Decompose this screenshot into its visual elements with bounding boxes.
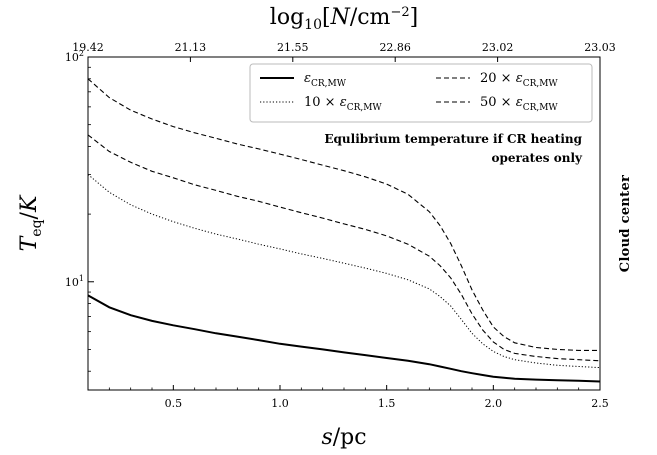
top-axis: 19.42 21.13 21.55 22.86 23.02 23.03 bbox=[72, 41, 616, 62]
bottom-tick-label: 2.0 bbox=[485, 397, 503, 410]
bottom-tick-label: 0.5 bbox=[165, 397, 183, 410]
left-axis: 101 102 bbox=[65, 49, 94, 372]
bottom-tick-label: 1.0 bbox=[271, 397, 289, 410]
series-line-1 bbox=[87, 174, 601, 369]
cloud-center-label: Cloud center bbox=[618, 175, 633, 272]
legend-label: 10 × εCR,MW bbox=[304, 95, 382, 113]
legend-box bbox=[249, 63, 593, 123]
top-tick-label: 21.55 bbox=[277, 41, 309, 54]
top-tick-label: 21.13 bbox=[175, 41, 207, 54]
legend-label: 20 × εCR,MW bbox=[480, 71, 558, 89]
top-tick-label: 19.42 bbox=[72, 41, 104, 54]
left-tick-label: 102 bbox=[65, 49, 84, 64]
x-axis-label: s/pc bbox=[321, 425, 366, 450]
legend-label: 50 × εCR,MW bbox=[480, 95, 558, 113]
series-line-0 bbox=[87, 294, 601, 383]
bottom-axis: 0.5 1.0 1.5 2.0 2.5 bbox=[87, 385, 609, 410]
annotation-line-1: Equlibrium temperature if CR heating bbox=[324, 132, 582, 146]
bottom-tick-label: 1.5 bbox=[378, 397, 396, 410]
annotation-line-2: operates only bbox=[492, 151, 584, 165]
left-tick-label: 101 bbox=[65, 274, 84, 289]
y-axis-label: Teq/K bbox=[17, 194, 45, 251]
bottom-tick-label: 2.5 bbox=[591, 397, 609, 410]
series-line-3 bbox=[87, 78, 600, 351]
top-axis-label: log10[N/cm−2] bbox=[270, 5, 418, 33]
legend-label: εCR,MW bbox=[304, 71, 347, 89]
top-tick-label: 22.86 bbox=[379, 41, 411, 54]
series-lines bbox=[87, 78, 601, 383]
legend: εCR,MW 10 × εCR,MW 20 × εCR,MW 50 × εCR,MW bbox=[249, 63, 593, 123]
top-tick-label: 23.03 bbox=[584, 41, 616, 54]
series-line-2 bbox=[87, 134, 601, 362]
top-tick-label: 23.02 bbox=[482, 41, 514, 54]
